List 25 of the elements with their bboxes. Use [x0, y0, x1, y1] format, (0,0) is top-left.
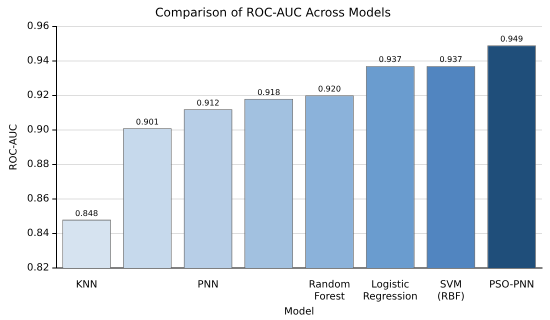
x-tick-label: Logistic Regression [362, 280, 418, 303]
data-label: 0.912 [196, 98, 220, 108]
y-tick-label: 0.94 [27, 56, 50, 67]
y-tick-label: 0.86 [27, 194, 50, 205]
y-tick-label: 0.90 [27, 124, 50, 136]
x-tick-label: KNN [76, 280, 98, 291]
data-label: 0.901 [136, 117, 159, 126]
y-tick-label: 0.84 [27, 228, 50, 240]
x-tick-label: PNN [198, 280, 219, 291]
x-tick-label: PSO-PNN [489, 280, 534, 291]
x-tick-label: SVM (RBF) [437, 280, 465, 303]
y-tick-label: 0.82 [27, 262, 50, 274]
x-tick-label: Random Forest [308, 280, 350, 303]
y-tick-label: 0.88 [27, 159, 50, 170]
data-label: 0.920 [318, 84, 341, 94]
y-tick-label: 0.96 [27, 20, 50, 32]
data-label: 0.918 [257, 88, 280, 97]
data-label: 0.848 [75, 208, 98, 218]
y-axis-title: ROC-AUC [8, 124, 20, 170]
data-label: 0.937 [439, 55, 462, 64]
y-tick-label: 0.92 [27, 90, 50, 102]
chart-title: Comparison of ROC-AUC Across Models [155, 5, 391, 20]
data-label: 0.949 [500, 34, 524, 44]
x-axis-title: Model [284, 306, 314, 318]
data-label: 0.937 [378, 55, 402, 64]
